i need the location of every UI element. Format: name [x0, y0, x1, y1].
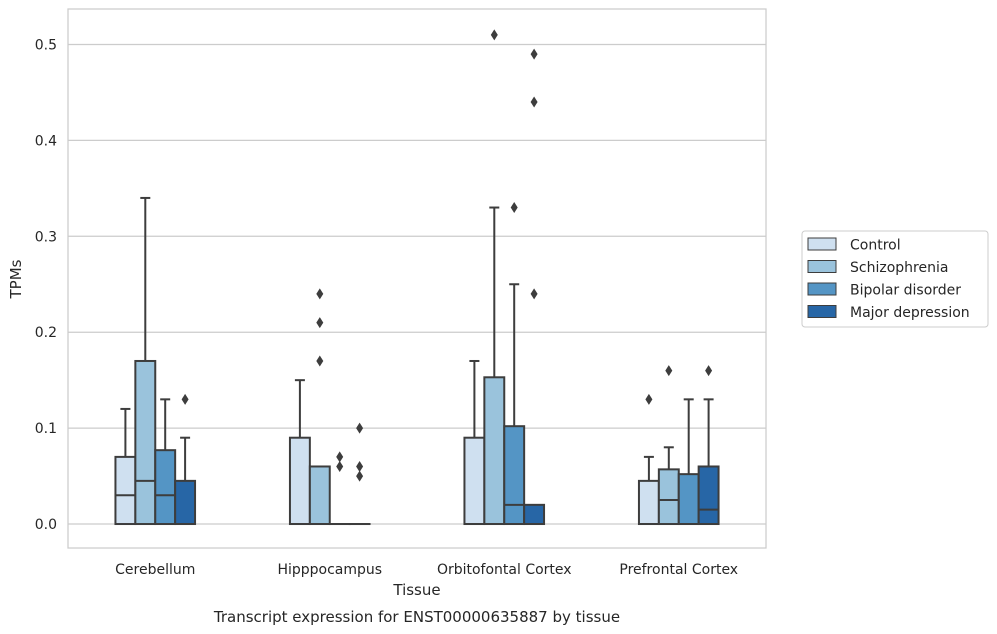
outlier-point: [356, 470, 364, 482]
box-body: [503, 425, 526, 526]
outlier-point: [530, 48, 538, 60]
legend-frame: [801, 230, 989, 328]
y-tick-label: 0.2: [35, 325, 57, 341]
outlier-point: [490, 29, 498, 41]
chart-caption: Transcript expression for ENST0000063588…: [213, 608, 620, 626]
box-body: [134, 359, 157, 526]
outlier-point: [356, 422, 364, 434]
outlier-point: [336, 451, 344, 463]
box-body: [308, 465, 331, 526]
box-body: [483, 376, 506, 526]
box-control: [288, 379, 311, 526]
box-body: [677, 473, 700, 526]
legend: Control Schizophrenia Bipolar disorder Majo…: [801, 230, 989, 328]
box-bipolar-disorder: [154, 398, 177, 526]
outlier-point: [316, 355, 324, 367]
box-major-depression: [174, 393, 197, 526]
y-tick-label: 0.3: [35, 229, 57, 245]
outlier-point: [336, 460, 344, 472]
box-major-depression: [523, 48, 546, 526]
outlier-point: [316, 317, 324, 329]
legend-label-schizophrenia: Schizophrenia: [850, 260, 948, 276]
axes-frame: [67, 8, 767, 549]
y-tick-label: 0.1: [35, 421, 57, 437]
legend-swatch-bipolar-disorder: [807, 282, 837, 296]
legend-swatch-control: [807, 237, 837, 251]
outlier-point: [665, 365, 673, 377]
x-tick-label: Cerebellum: [115, 562, 195, 578]
y-tick-label: 0.5: [35, 37, 57, 53]
outlier-point: [316, 288, 324, 300]
box-body: [697, 465, 720, 526]
x-tick-label: Prefrontal Cortex: [619, 562, 738, 578]
outlier-point: [645, 393, 653, 405]
legend-label-control: Control: [850, 238, 901, 254]
outlier-point: [356, 460, 364, 472]
box-body: [657, 468, 680, 526]
box-major-depression: [348, 422, 371, 526]
box-body: [288, 436, 311, 526]
box-major-depression: [697, 365, 720, 526]
y-tick-labels: 0.0 0.1 0.2 0.3 0.4 0.5: [35, 37, 57, 533]
legend-swatch-major-depression: [807, 305, 837, 318]
outlier-point: [705, 365, 713, 377]
box-schizophrenia: [483, 29, 506, 526]
outlier-point: [181, 393, 189, 405]
box-control: [463, 359, 486, 526]
box-schizophrenia: [657, 365, 680, 526]
box-bipolar-disorder: [503, 202, 526, 526]
box-groups: [114, 29, 720, 526]
box-body: [154, 449, 177, 526]
box-bipolar-disorder: [677, 398, 700, 526]
x-tick-label: Hipppocampus: [277, 562, 382, 578]
legend-label-bipolar-disorder: Bipolar disorder: [850, 283, 961, 299]
box-body: [523, 503, 546, 526]
box-schizophrenia: [308, 288, 331, 526]
y-axis-label: TPMs: [7, 259, 25, 299]
legend-swatch-schizophrenia: [807, 260, 837, 273]
outlier-point: [530, 96, 538, 108]
box-bipolar-disorder: [328, 451, 351, 526]
x-axis-label: Tissue: [392, 581, 440, 599]
box-body: [114, 455, 137, 526]
outlier-point: [530, 288, 538, 300]
y-tick-label: 0.0: [35, 517, 57, 533]
box-schizophrenia: [134, 196, 157, 526]
outlier-point: [510, 202, 518, 214]
legend-label-major-depression: Major depression: [850, 305, 970, 321]
y-tick-label: 0.4: [35, 133, 57, 149]
box-control: [637, 393, 660, 526]
box-body: [463, 436, 486, 526]
box-body: [174, 479, 197, 526]
x-tick-labels: Cerebellum Hipppocampus Orbitofontal Corte…: [115, 562, 738, 578]
x-tick-label: Orbitofontal Cortex: [437, 562, 572, 578]
box-body: [637, 479, 660, 526]
box-control: [114, 407, 137, 526]
